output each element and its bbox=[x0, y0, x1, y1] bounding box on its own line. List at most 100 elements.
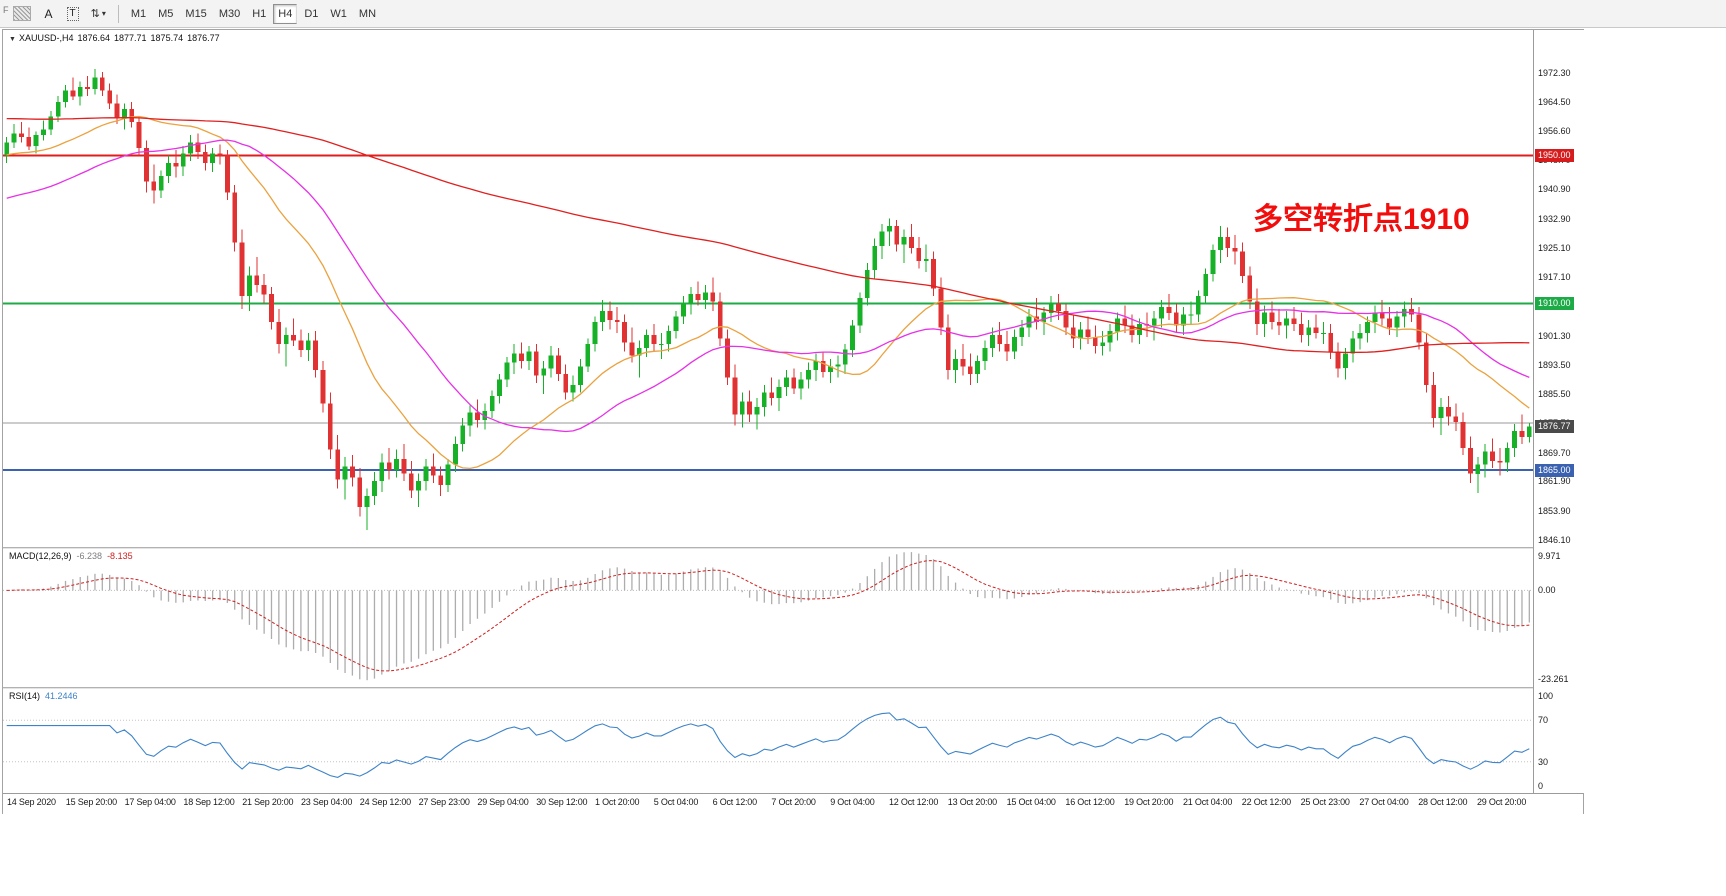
scale-dropdown-button[interactable]: ⇅ ▾ bbox=[86, 4, 111, 24]
price-tick-label: 1901.30 bbox=[1538, 330, 1571, 341]
rsi-scale-label: 30 bbox=[1538, 756, 1549, 767]
macd-panel[interactable]: MACD(12,26,9) -6.238 -8.135 bbox=[3, 549, 1533, 687]
candle-body bbox=[1431, 384, 1437, 419]
candle-body bbox=[144, 148, 149, 182]
timeframe-h4-button[interactable]: H4 bbox=[273, 3, 298, 24]
candle-body bbox=[754, 407, 760, 415]
candle-body bbox=[872, 246, 878, 271]
price-level-badge: 1865.00 bbox=[1535, 463, 1574, 477]
candle-body bbox=[475, 412, 480, 421]
panel-splitter[interactable] bbox=[3, 687, 1583, 689]
candle-body bbox=[1085, 329, 1091, 337]
candle-body bbox=[783, 377, 789, 387]
timeframe-h1-button[interactable]: H1 bbox=[247, 4, 271, 24]
candle-body bbox=[578, 366, 583, 385]
price-tick-label: 1964.50 bbox=[1538, 96, 1571, 107]
candle-body bbox=[651, 334, 657, 345]
time-axis-label: 12 Oct 12:00 bbox=[889, 797, 939, 807]
candle-body bbox=[1284, 318, 1289, 326]
candle-body bbox=[202, 151, 208, 163]
time-axis-label: 1 Oct 20:00 bbox=[595, 797, 640, 807]
candle-body bbox=[666, 331, 672, 345]
chart-low: 1875.74 bbox=[150, 33, 184, 43]
price-tick-label: 1917.10 bbox=[1538, 272, 1571, 283]
candle-body bbox=[4, 142, 10, 156]
candle-body bbox=[1379, 312, 1385, 319]
candle-body bbox=[158, 175, 164, 191]
candle-body bbox=[1328, 333, 1334, 352]
candle-body bbox=[879, 231, 885, 247]
candle-body bbox=[232, 192, 238, 243]
candle-body bbox=[658, 344, 664, 346]
candle-body bbox=[1453, 416, 1459, 422]
candle-body bbox=[408, 473, 414, 491]
time-axis-label: 6 Oct 12:00 bbox=[712, 797, 758, 807]
candle-body bbox=[1357, 333, 1363, 339]
candle-body bbox=[931, 259, 936, 289]
candle-body bbox=[644, 334, 650, 348]
candle-body bbox=[70, 90, 76, 97]
candle-body bbox=[842, 349, 848, 365]
timeframe-m30-button[interactable]: M30 bbox=[214, 4, 245, 24]
candle-body bbox=[681, 303, 686, 317]
time-axis-label: 5 Oct 04:00 bbox=[653, 797, 699, 807]
panel-splitter[interactable] bbox=[3, 547, 1583, 549]
text-tool-button[interactable]: A bbox=[38, 4, 60, 24]
candle-body bbox=[1313, 327, 1319, 334]
pattern-grid-icon[interactable] bbox=[12, 6, 31, 21]
price-tick-label: 1925.10 bbox=[1538, 242, 1571, 253]
candle-body bbox=[291, 334, 296, 341]
candle-body bbox=[11, 133, 17, 143]
candle-body bbox=[1497, 460, 1503, 463]
candle-body bbox=[114, 103, 120, 119]
time-axis[interactable]: 14 Sep 2020 15 Sep 20:00 17 Sep 04:00 18 Se… bbox=[3, 793, 1583, 814]
time-axis-label: 18 Sep 12:00 bbox=[183, 797, 235, 807]
candle-body bbox=[305, 340, 311, 350]
timeframe-mn-button[interactable]: MN bbox=[354, 4, 381, 24]
candle-body bbox=[1159, 307, 1164, 319]
candle-body bbox=[460, 425, 466, 445]
candle-body bbox=[77, 87, 83, 97]
chart-marker-icon: ▼ bbox=[9, 36, 16, 43]
candle-body bbox=[195, 142, 201, 152]
candle-body bbox=[327, 403, 333, 450]
candle-body bbox=[761, 392, 767, 408]
candle-body bbox=[504, 362, 510, 380]
main-chart[interactable]: ▼ XAUUSD-,H4 1876.64 1877.71 1875.74 1876.77 … bbox=[3, 30, 1533, 547]
timeframe-m15-button[interactable]: M15 bbox=[180, 4, 211, 24]
candle-body bbox=[1247, 275, 1253, 302]
candle-body bbox=[41, 129, 46, 136]
candle-body bbox=[1504, 447, 1510, 463]
candle-body bbox=[1335, 351, 1341, 369]
price-tick-label: 1885.50 bbox=[1538, 389, 1571, 400]
rsi-chart bbox=[3, 712, 1533, 778]
rsi-panel[interactable]: RSI(14) 41.2446 bbox=[3, 689, 1533, 793]
candle-body bbox=[386, 462, 392, 470]
candle-body bbox=[511, 353, 517, 363]
candle-body bbox=[945, 327, 951, 371]
candle-body bbox=[1490, 451, 1495, 461]
price-tick-label: 1846.10 bbox=[1538, 534, 1571, 545]
candle-body bbox=[835, 364, 841, 367]
candle-body bbox=[1048, 303, 1054, 313]
time-axis-label: 15 Oct 04:00 bbox=[1006, 797, 1056, 807]
candle-body bbox=[688, 294, 694, 304]
candlestick-chart bbox=[3, 69, 1533, 530]
candle-body bbox=[1181, 314, 1186, 326]
candle-body bbox=[18, 133, 24, 137]
candle-body bbox=[1203, 273, 1209, 297]
rsi-value: 41.2446 bbox=[45, 691, 78, 701]
timeframe-w1-button[interactable]: W1 bbox=[325, 4, 352, 24]
timeframe-m1-button[interactable]: M1 bbox=[126, 4, 151, 24]
textbox-tool-button[interactable]: T bbox=[62, 4, 84, 24]
candle-body bbox=[1225, 236, 1231, 248]
candle-body bbox=[1056, 303, 1061, 311]
candle-body bbox=[1460, 421, 1466, 448]
candle-body bbox=[180, 153, 186, 167]
candle-body bbox=[1254, 301, 1260, 324]
price-scale[interactable]: 1972.301964.501956.601948.701940.901932.… bbox=[1533, 30, 1584, 793]
candle-body bbox=[739, 401, 745, 415]
timeframe-m5-button[interactable]: M5 bbox=[153, 4, 178, 24]
time-axis-label: 21 Oct 04:00 bbox=[1183, 797, 1233, 807]
timeframe-d1-button[interactable]: D1 bbox=[299, 4, 323, 24]
